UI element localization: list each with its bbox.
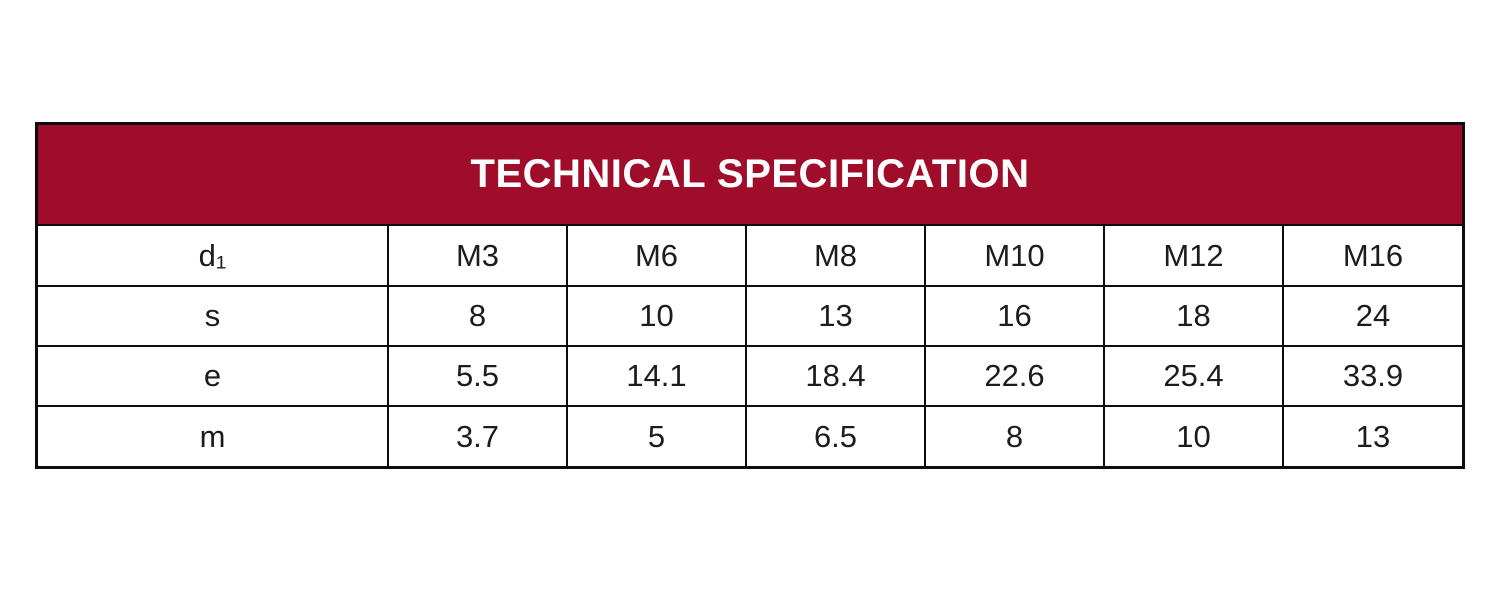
row-header-cell: m xyxy=(38,405,389,466)
data-cell: 33.9 xyxy=(1282,345,1462,407)
data-cell: M12 xyxy=(1103,226,1284,287)
data-cell: 18 xyxy=(1103,285,1284,347)
data-cell: M6 xyxy=(566,226,747,287)
data-cell: 14.1 xyxy=(566,345,747,407)
data-cell: M8 xyxy=(745,226,926,287)
data-cell: 24 xyxy=(1282,285,1462,347)
table-title: TECHNICAL SPECIFICATION xyxy=(470,152,1030,196)
data-cell: 3.7 xyxy=(387,405,568,466)
row-header-cell: d₁ xyxy=(38,226,389,287)
data-cell: 5.5 xyxy=(387,345,568,407)
data-cell: 13 xyxy=(1282,405,1462,466)
table-row-d1: d₁ M3 M6 M8 M10 M12 M16 xyxy=(38,226,1462,287)
data-cell: 22.6 xyxy=(924,345,1105,407)
data-cell: 16 xyxy=(924,285,1105,347)
data-cell: 5 xyxy=(566,405,747,466)
table-row-m: m 3.7 5 6.5 8 10 13 xyxy=(38,405,1462,466)
data-cell: 18.4 xyxy=(745,345,926,407)
data-cell: 10 xyxy=(1103,405,1284,466)
data-cell: 8 xyxy=(924,405,1105,466)
data-cell: 6.5 xyxy=(745,405,926,466)
data-cell: 13 xyxy=(745,285,926,347)
spec-table-grid: d₁ M3 M6 M8 M10 M12 M16 s 8 10 13 16 18 … xyxy=(38,226,1462,466)
table-row-e: e 5.5 14.1 18.4 22.6 25.4 33.9 xyxy=(38,345,1462,407)
data-cell: 8 xyxy=(387,285,568,347)
data-cell: M16 xyxy=(1282,226,1462,287)
row-header-cell: s xyxy=(38,285,389,347)
table-row-s: s 8 10 13 16 18 24 xyxy=(38,285,1462,347)
row-header-cell: e xyxy=(38,345,389,407)
data-cell: 25.4 xyxy=(1103,345,1284,407)
data-cell: 10 xyxy=(566,285,747,347)
technical-specification-table: TECHNICAL SPECIFICATION d₁ M3 M6 M8 M10 … xyxy=(35,122,1465,469)
data-cell: M10 xyxy=(924,226,1105,287)
table-title-bar: TECHNICAL SPECIFICATION xyxy=(38,125,1462,226)
data-cell: M3 xyxy=(387,226,568,287)
